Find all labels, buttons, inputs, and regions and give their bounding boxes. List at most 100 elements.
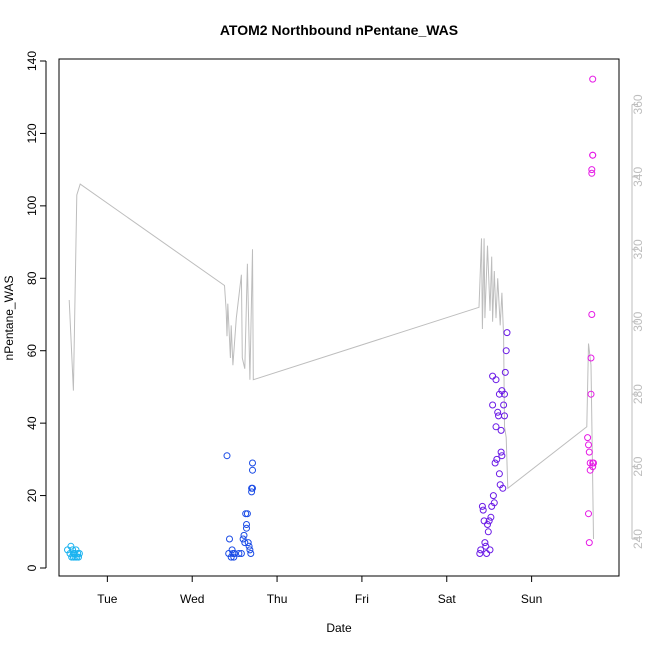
point-flight4 <box>588 166 596 174</box>
y2-axis: 240 260 280 300 320 340 360 <box>631 94 645 549</box>
y-axis-label: nPentane_WAS <box>2 276 16 361</box>
y2-tick-label-280: 280 <box>631 384 645 404</box>
point-flight3 <box>501 368 509 376</box>
point-flight4 <box>585 441 592 449</box>
y-tick-label-120: 120 <box>25 123 39 143</box>
x-tick-label-sun: Sun <box>521 592 542 606</box>
point-flight3 <box>502 347 510 355</box>
point-flight2 <box>245 542 253 550</box>
point-flight3 <box>484 521 491 528</box>
point-flight3 <box>491 459 499 467</box>
point-flight4 <box>585 448 593 456</box>
y2-tick-label-360: 360 <box>631 94 645 114</box>
point-flight1 <box>75 553 82 561</box>
point-flight3 <box>484 528 492 536</box>
point-flight3 <box>476 550 484 557</box>
points-layer <box>64 75 597 561</box>
point-flight2 <box>230 553 238 561</box>
x-tick-label-tue: Tue <box>97 592 118 606</box>
point-flight3 <box>489 492 497 500</box>
point-flight2 <box>247 550 255 557</box>
point-flight3 <box>478 502 486 510</box>
point-flight1 <box>67 542 75 550</box>
point-flight3 <box>487 513 495 521</box>
x-axis-label: Date <box>326 621 352 635</box>
altitude-line-layer <box>68 183 594 540</box>
point-flight2 <box>243 524 250 532</box>
point-flight3 <box>490 499 498 507</box>
y2-tick-label-340: 340 <box>631 167 645 187</box>
point-flight2 <box>246 546 254 554</box>
y-tick-label-140: 140 <box>25 51 39 71</box>
point-flight3 <box>500 401 508 409</box>
point-flight1 <box>69 546 77 554</box>
point-flight4 <box>585 539 593 547</box>
point-flight4 <box>589 151 597 159</box>
y2-tick-label-300: 300 <box>631 311 645 331</box>
point-flight2 <box>241 539 249 547</box>
y-tick-label-0: 0 <box>25 564 39 571</box>
point-flight3 <box>492 423 500 431</box>
point-flight3 <box>489 401 497 409</box>
point-flight3 <box>495 470 503 478</box>
point-flight2 <box>240 531 248 539</box>
point-flight2 <box>249 484 256 492</box>
x-tick-label-wed: Wed <box>180 592 204 606</box>
point-flight2 <box>249 466 256 474</box>
point-flight3 <box>493 455 501 463</box>
point-flight2 <box>231 550 239 557</box>
point-flight3 <box>492 376 500 384</box>
point-flight3 <box>485 517 493 525</box>
point-flight4 <box>587 390 595 398</box>
point-flight2 <box>243 521 250 528</box>
point-flight4 <box>588 311 596 318</box>
point-flight2 <box>223 452 231 460</box>
point-flight4 <box>588 169 596 177</box>
point-flight3 <box>479 506 487 514</box>
point-flight4 <box>589 463 597 471</box>
point-flight4 <box>585 510 592 518</box>
point-flight2 <box>239 535 247 543</box>
point-flight3 <box>497 426 505 434</box>
point-flight3 <box>498 452 506 460</box>
point-flight2 <box>243 510 251 518</box>
point-flight1 <box>75 550 83 557</box>
y-tick-label-80: 80 <box>25 271 39 285</box>
point-flight3 <box>477 546 485 554</box>
point-flight3 <box>494 408 502 416</box>
point-flight3 <box>497 448 505 456</box>
point-flight2 <box>244 539 252 547</box>
x-tick-label-thu: Thu <box>267 592 288 606</box>
point-flight2 <box>226 535 233 543</box>
altitude-line <box>68 183 594 540</box>
y2-tick-label-240: 240 <box>631 529 645 549</box>
point-flight2 <box>237 550 245 557</box>
point-flight2 <box>248 488 256 496</box>
point-flight4 <box>589 75 597 83</box>
y2-tick-label-320: 320 <box>631 239 645 259</box>
y-tick-label-20: 20 <box>25 489 39 503</box>
point-flight2 <box>249 459 256 467</box>
point-flight3 <box>503 329 511 337</box>
point-flight4 <box>587 354 595 362</box>
y-tick-label-100: 100 <box>25 196 39 216</box>
point-flight2 <box>235 550 243 557</box>
point-flight4 <box>590 459 597 467</box>
y-tick-label-40: 40 <box>25 416 39 430</box>
point-flight4 <box>584 434 592 442</box>
point-flight3 <box>501 412 508 420</box>
point-flight3 <box>499 484 507 492</box>
plot-frame <box>58 58 620 577</box>
y-axis: 0 20 40 60 80 100 120 140 <box>25 51 47 571</box>
point-flight3 <box>486 546 494 554</box>
point-flight3 <box>482 542 490 550</box>
x-tick-label-fri: Fri <box>355 592 369 606</box>
y2-tick-label-260: 260 <box>631 456 645 476</box>
y-tick-label-60: 60 <box>25 344 39 358</box>
chart-title: ATOM2 Northbound nPentane_WAS <box>220 22 458 38</box>
point-flight3 <box>481 539 489 547</box>
x-tick-label-sat: Sat <box>438 592 457 606</box>
point-flight3 <box>501 390 508 398</box>
